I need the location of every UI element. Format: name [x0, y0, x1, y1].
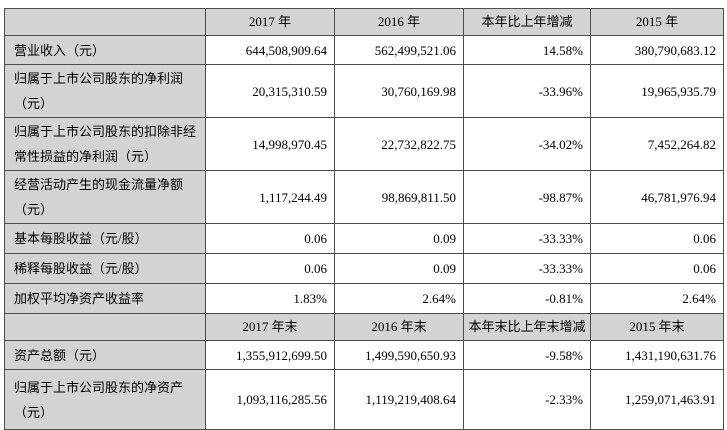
value-2016: 98,869,811.50	[334, 170, 464, 224]
header-cell-2017: 2017 年	[205, 8, 335, 36]
metric-label: 归属于上市公司股东的净利润（元）	[4, 64, 206, 118]
row-net-profit-excl-nonrecurring: 归属于上市公司股东的扣除非经常性损益的净利润（元） 14,998,970.45 …	[4, 117, 724, 171]
row-revenue: 营业收入（元） 644,508,909.64 562,499,521.06 14…	[4, 35, 724, 65]
value-2016: 0.09	[334, 223, 464, 254]
value-change: -34.02%	[463, 117, 591, 171]
value-2015: 1,431,190,631.76	[590, 340, 724, 370]
value-2016: 562,499,521.06	[334, 35, 464, 65]
value-2017: 0.06	[205, 223, 335, 254]
value-change: -0.81%	[463, 283, 591, 314]
value-2015: 0.06	[590, 253, 724, 284]
value-2017: 644,508,909.64	[205, 35, 335, 65]
metric-label: 归属于上市公司股东的净资产（元）	[4, 369, 206, 430]
metric-label: 归属于上市公司股东的扣除非经常性损益的净利润（元）	[4, 117, 206, 171]
value-2017: 1,355,912,699.50	[205, 340, 335, 370]
value-2016: 1,119,219,408.64	[334, 369, 464, 430]
value-2016: 1,499,590,650.93	[334, 340, 464, 370]
value-2017: 14,998,970.45	[205, 117, 335, 171]
metric-label: 经营活动产生的现金流量净额（元）	[4, 170, 206, 224]
header-cell-blank	[4, 8, 206, 36]
row-basic-eps: 基本每股收益（元/股） 0.06 0.09 -33.33% 0.06	[4, 223, 724, 254]
value-2017: 0.06	[205, 253, 335, 284]
value-2015: 2.64%	[590, 283, 724, 314]
header-cell-2016: 2016 年	[334, 8, 464, 36]
value-2017: 1,117,244.49	[205, 170, 335, 224]
metric-label: 稀释每股收益（元/股）	[4, 253, 206, 284]
header-cell-2015-end: 2015 年末	[590, 313, 724, 341]
value-2016: 30,760,169.98	[334, 64, 464, 118]
value-2017: 1,093,116,285.56	[205, 369, 335, 430]
value-2015: 46,781,976.94	[590, 170, 724, 224]
financial-summary-table: 2017 年 2016 年 本年比上年增减 2015 年 营业收入（元） 644…	[4, 8, 724, 430]
metric-label: 营业收入（元）	[4, 35, 206, 65]
header-row-year-end: 2017 年末 2016 年末 本年末比上年末增减 2015 年末	[4, 313, 724, 341]
header-cell-yoy-change: 本年比上年增减	[463, 8, 591, 36]
header-row-annual: 2017 年 2016 年 本年比上年增减 2015 年	[4, 8, 724, 36]
header-cell-2017-end: 2017 年末	[205, 313, 335, 341]
value-change: -2.33%	[463, 369, 591, 430]
value-2016: 22,732,822.75	[334, 117, 464, 171]
header-cell-blank	[4, 313, 206, 341]
value-change: -9.58%	[463, 340, 591, 370]
value-change: 14.58%	[463, 35, 591, 65]
row-diluted-eps: 稀释每股收益（元/股） 0.06 0.09 -33.33% 0.06	[4, 253, 724, 284]
value-2016: 0.09	[334, 253, 464, 284]
header-cell-year-end-change: 本年末比上年末增减	[463, 313, 591, 341]
metric-label: 加权平均净资产收益率	[4, 283, 206, 314]
metric-label: 资产总额（元）	[4, 340, 206, 370]
header-cell-2016-end: 2016 年末	[334, 313, 464, 341]
row-weighted-avg-roe: 加权平均净资产收益率 1.83% 2.64% -0.81% 2.64%	[4, 283, 724, 314]
header-cell-2015: 2015 年	[590, 8, 724, 36]
value-2016: 2.64%	[334, 283, 464, 314]
value-change: -33.33%	[463, 223, 591, 254]
value-2015: 1,259,071,463.91	[590, 369, 724, 430]
row-total-assets: 资产总额（元） 1,355,912,699.50 1,499,590,650.9…	[4, 340, 724, 370]
row-net-assets: 归属于上市公司股东的净资产（元） 1,093,116,285.56 1,119,…	[4, 369, 724, 430]
value-change: -33.96%	[463, 64, 591, 118]
value-2015: 0.06	[590, 223, 724, 254]
value-2015: 380,790,683.12	[590, 35, 724, 65]
value-2017: 20,315,310.59	[205, 64, 335, 118]
value-2015: 19,965,935.79	[590, 64, 724, 118]
value-change: -33.33%	[463, 253, 591, 284]
value-2017: 1.83%	[205, 283, 335, 314]
metric-label: 基本每股收益（元/股）	[4, 223, 206, 254]
row-operating-cash-flow: 经营活动产生的现金流量净额（元） 1,117,244.49 98,869,811…	[4, 170, 724, 224]
value-2015: 7,452,264.82	[590, 117, 724, 171]
row-net-profit: 归属于上市公司股东的净利润（元） 20,315,310.59 30,760,16…	[4, 64, 724, 118]
value-change: -98.87%	[463, 170, 591, 224]
